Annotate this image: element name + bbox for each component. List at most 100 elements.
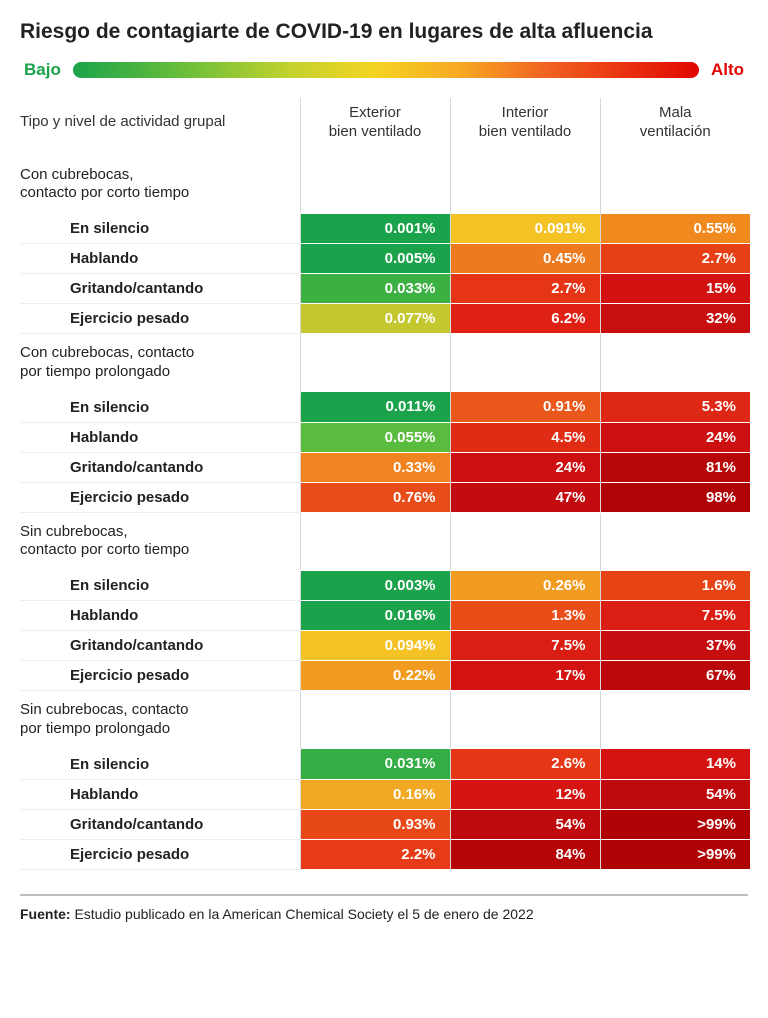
value-cell: 0.22% — [300, 661, 450, 691]
spacer-cell — [450, 512, 600, 571]
activity-label: En silencio — [20, 214, 300, 244]
table-header-row: Tipo y nivel de actividad grupal Exterio… — [20, 98, 750, 156]
activity-label: Hablando — [20, 601, 300, 631]
legend-high-label: Alto — [711, 60, 744, 80]
table-row: Gritando/cantando0.93%54%>99% — [20, 809, 750, 839]
table-row: Ejercicio pesado0.76%47%98% — [20, 482, 750, 512]
table-row: Ejercicio pesado0.077%6.2%32% — [20, 304, 750, 334]
value-cell: 2.7% — [600, 244, 750, 274]
activity-label: En silencio — [20, 571, 300, 601]
value-cell: 98% — [600, 482, 750, 512]
group-label: Sin cubrebocas,contacto por corto tiempo — [20, 512, 300, 571]
value-cell: 0.003% — [300, 571, 450, 601]
table-row: Gritando/cantando0.033%2.7%15% — [20, 274, 750, 304]
value-cell: 5.3% — [600, 392, 750, 422]
spacer-cell — [600, 156, 750, 214]
value-cell: 0.094% — [300, 631, 450, 661]
activity-label: Gritando/cantando — [20, 452, 300, 482]
value-cell: 0.055% — [300, 422, 450, 452]
header-col-3-line1: Mala — [659, 104, 692, 121]
header-col-2-line1: Interior — [502, 104, 549, 121]
header-col-1: Exterior bien ventilado — [300, 98, 450, 156]
group-label: Con cubrebocas, contactopor tiempo prolo… — [20, 334, 300, 393]
table-row: Hablando0.16%12%54% — [20, 779, 750, 809]
value-cell: 0.91% — [450, 392, 600, 422]
value-cell: 32% — [600, 304, 750, 334]
value-cell: 0.93% — [300, 809, 450, 839]
activity-label: Gritando/cantando — [20, 631, 300, 661]
spacer-cell — [450, 156, 600, 214]
table-row: En silencio0.001%0.091%0.55% — [20, 214, 750, 244]
header-col-1-line2: bien ventilado — [329, 123, 422, 140]
table-row: Hablando0.016%1.3%7.5% — [20, 601, 750, 631]
value-cell: 15% — [600, 274, 750, 304]
value-cell: 2.6% — [450, 749, 600, 779]
value-cell: 67% — [600, 661, 750, 691]
table-row: Hablando0.005%0.45%2.7% — [20, 244, 750, 274]
value-cell: 37% — [600, 631, 750, 661]
header-activity: Tipo y nivel de actividad grupal — [20, 98, 300, 156]
legend-low-label: Bajo — [24, 60, 61, 80]
value-cell: 0.033% — [300, 274, 450, 304]
value-cell: 2.2% — [300, 839, 450, 869]
header-col-2-line2: bien ventilado — [479, 123, 572, 140]
spacer-cell — [450, 691, 600, 750]
value-cell: >99% — [600, 809, 750, 839]
table-row: En silencio0.031%2.6%14% — [20, 749, 750, 779]
spacer-cell — [600, 512, 750, 571]
value-cell: 0.76% — [300, 482, 450, 512]
chart-title: Riesgo de contagiarte de COVID-19 en lug… — [20, 20, 748, 44]
source-text: Estudio publicado en la American Chemica… — [74, 906, 533, 922]
value-cell: 0.031% — [300, 749, 450, 779]
legend: Bajo Alto — [20, 60, 748, 80]
value-cell: 0.16% — [300, 779, 450, 809]
value-cell: 7.5% — [600, 601, 750, 631]
spacer-cell — [450, 334, 600, 393]
value-cell: 12% — [450, 779, 600, 809]
header-col-3: Mala ventilación — [600, 98, 750, 156]
value-cell: 4.5% — [450, 422, 600, 452]
table-row: En silencio0.003%0.26%1.6% — [20, 571, 750, 601]
activity-label: En silencio — [20, 749, 300, 779]
table-row: Gritando/cantando0.094%7.5%37% — [20, 631, 750, 661]
activity-label: Gritando/cantando — [20, 274, 300, 304]
value-cell: 54% — [600, 779, 750, 809]
activity-label: En silencio — [20, 392, 300, 422]
value-cell: 14% — [600, 749, 750, 779]
value-cell: 47% — [450, 482, 600, 512]
value-cell: 6.2% — [450, 304, 600, 334]
risk-table: Tipo y nivel de actividad grupal Exterio… — [20, 98, 750, 870]
table-row: En silencio0.011%0.91%5.3% — [20, 392, 750, 422]
source-footer: Fuente: Estudio publicado en la American… — [20, 894, 748, 922]
value-cell: 0.005% — [300, 244, 450, 274]
value-cell: 0.001% — [300, 214, 450, 244]
value-cell: 17% — [450, 661, 600, 691]
header-col-2: Interior bien ventilado — [450, 98, 600, 156]
source-label: Fuente: — [20, 906, 71, 922]
table-row: Ejercicio pesado2.2%84%>99% — [20, 839, 750, 869]
header-col-1-line1: Exterior — [349, 104, 401, 121]
activity-label: Gritando/cantando — [20, 809, 300, 839]
table-row: Ejercicio pesado0.22%17%67% — [20, 661, 750, 691]
value-cell: 2.7% — [450, 274, 600, 304]
activity-label: Ejercicio pesado — [20, 839, 300, 869]
table-row: Gritando/cantando0.33%24%81% — [20, 452, 750, 482]
value-cell: 1.3% — [450, 601, 600, 631]
value-cell: 54% — [450, 809, 600, 839]
spacer-cell — [600, 691, 750, 750]
activity-label: Hablando — [20, 244, 300, 274]
legend-gradient-bar — [73, 62, 699, 78]
spacer-cell — [300, 334, 450, 393]
value-cell: 81% — [600, 452, 750, 482]
value-cell: 0.091% — [450, 214, 600, 244]
value-cell: >99% — [600, 839, 750, 869]
activity-label: Hablando — [20, 422, 300, 452]
activity-label: Hablando — [20, 779, 300, 809]
value-cell: 24% — [600, 422, 750, 452]
spacer-cell — [300, 691, 450, 750]
value-cell: 0.26% — [450, 571, 600, 601]
activity-label: Ejercicio pesado — [20, 661, 300, 691]
value-cell: 0.33% — [300, 452, 450, 482]
value-cell: 1.6% — [600, 571, 750, 601]
value-cell: 0.077% — [300, 304, 450, 334]
